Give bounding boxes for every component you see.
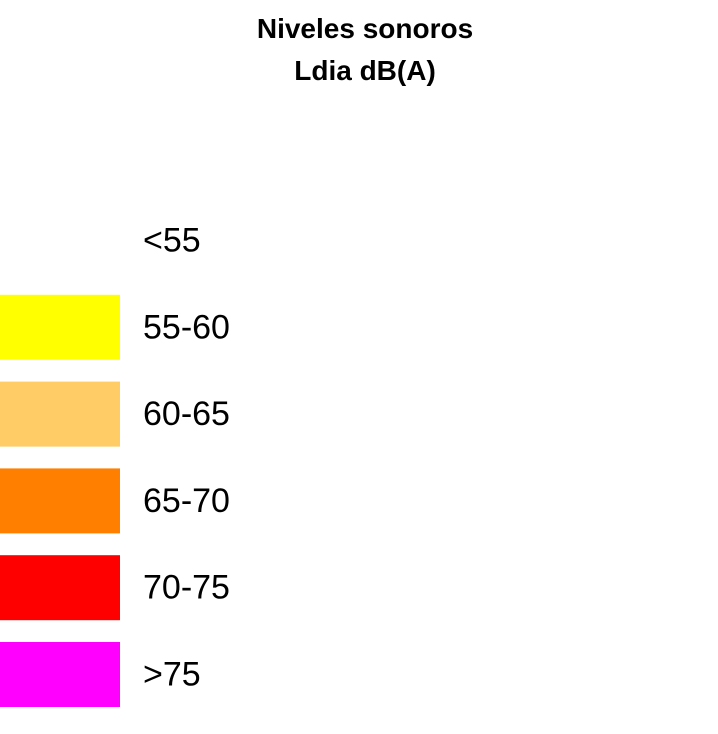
legend-label: 65-70: [143, 482, 230, 520]
legend-swatch: [0, 468, 120, 534]
legend-label: 60-65: [143, 395, 230, 433]
legend-swatch: [0, 555, 120, 621]
legend-title: Niveles sonoros: [257, 13, 473, 44]
legend-label: >75: [143, 655, 201, 693]
legend-swatch: [0, 381, 120, 447]
legend-swatch: [0, 208, 120, 273]
legend-subtitle: Ldia dB(A): [294, 55, 436, 86]
legend-label: <55: [143, 221, 201, 259]
legend-label: 55-60: [143, 308, 230, 346]
legend-label: 70-75: [143, 569, 230, 607]
legend-swatch: [0, 642, 120, 707]
legend-swatch: [0, 294, 120, 360]
